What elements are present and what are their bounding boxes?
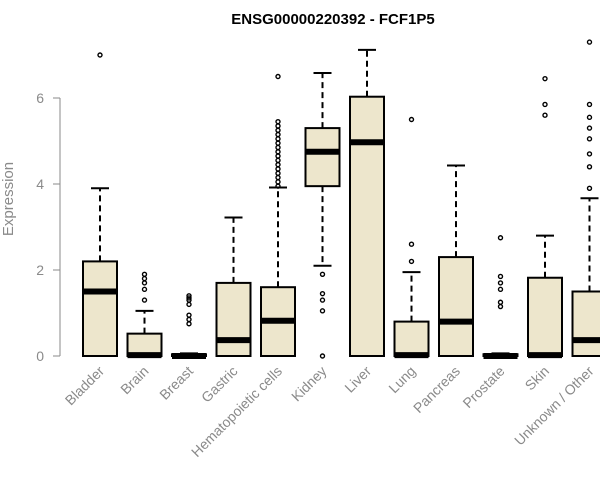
x-tick-label: Brain <box>117 363 151 397</box>
outlier-point <box>586 136 593 142</box>
outlier-point <box>97 52 103 58</box>
outlier-point <box>319 353 326 359</box>
box-rect <box>215 281 252 357</box>
outlier-point <box>542 101 548 108</box>
x-tick-label: Bladder <box>62 363 108 409</box>
outlier-point <box>275 179 281 185</box>
box-kidney <box>304 72 341 359</box>
y-tick-label: 2 <box>36 262 44 278</box>
outlier-point <box>586 125 593 131</box>
box-brain <box>126 271 163 359</box>
outlier-point <box>319 290 326 297</box>
outlier-point <box>141 275 148 282</box>
outlier-point <box>275 170 281 176</box>
outlier-point <box>186 321 192 327</box>
box-lung <box>393 116 430 359</box>
outlier-point <box>275 136 281 142</box>
box-prostate <box>482 235 519 359</box>
x-tick-label: Pancreas <box>410 363 463 416</box>
outlier-point <box>497 286 504 293</box>
outlier-point <box>186 301 192 308</box>
box-rect <box>349 95 385 358</box>
y-tick-label: 6 <box>36 90 44 106</box>
outlier-point <box>586 39 593 45</box>
x-tick-label: Skin <box>522 363 553 394</box>
x-tick-label: Lung <box>385 363 418 396</box>
outlier-point <box>319 297 326 303</box>
outlier-point <box>275 161 281 168</box>
outlier-point <box>497 303 504 310</box>
box-pancreas <box>438 164 474 358</box>
outlier-point <box>319 308 326 314</box>
outlier-point <box>186 295 192 301</box>
outlier-point <box>275 157 281 164</box>
y-tick-label: 0 <box>36 348 44 364</box>
box-hematopoietic-cells <box>260 73 296 358</box>
x-tick-label: Prostate <box>459 363 507 411</box>
outlier-point <box>186 316 192 323</box>
outlier-point <box>141 280 148 286</box>
chart-title: ENSG00000220392 - FCF1P5 <box>231 11 434 28</box>
box-breast <box>171 293 207 359</box>
outlier-point <box>186 312 192 318</box>
outlier-point <box>186 293 192 299</box>
x-tick-label: Kidney <box>288 363 330 405</box>
box-rect <box>82 260 118 357</box>
box-bladder <box>82 52 118 357</box>
outlier-point <box>319 271 326 277</box>
box-unknown-other <box>571 39 600 357</box>
x-tick-label: Unknown / Other <box>511 363 597 449</box>
box-rect <box>527 276 563 357</box>
outlier-point <box>408 116 415 123</box>
outlier-point <box>586 101 593 108</box>
outlier-point <box>497 280 504 286</box>
outlier-point <box>542 112 548 118</box>
outlier-point <box>141 271 148 277</box>
outlier-point <box>542 75 548 82</box>
outlier-point <box>497 273 504 280</box>
outlier-point <box>275 123 281 129</box>
outlier-point <box>275 131 281 138</box>
box-rect <box>304 127 341 188</box>
y-axis-label: Expression <box>0 162 17 236</box>
outlier-point <box>275 174 281 181</box>
outlier-point <box>275 166 281 172</box>
outlier-point <box>275 127 281 133</box>
outlier-point <box>275 149 281 155</box>
box-liver <box>349 48 385 358</box>
box-skin <box>527 75 563 359</box>
x-tick-label: Breast <box>156 363 196 403</box>
x-tick-label: Liver <box>341 363 374 396</box>
outlier-point <box>141 286 148 293</box>
box-rect <box>393 320 430 358</box>
outlier-point <box>408 258 415 265</box>
outlier-point <box>275 140 281 146</box>
outlier-point <box>141 297 148 303</box>
boxes-group <box>82 39 600 359</box>
outlier-point <box>586 164 593 170</box>
y-axis: 0 2 4 6 <box>36 90 61 364</box>
y-tick-label: 4 <box>36 176 44 192</box>
x-tick-label: Gastric <box>198 363 241 406</box>
outlier-point <box>275 183 281 189</box>
outlier-point <box>408 241 415 247</box>
outlier-point <box>275 153 281 159</box>
box-rect <box>571 290 600 357</box>
outlier-point <box>497 235 504 241</box>
outlier-point <box>275 118 281 125</box>
box-rect <box>438 256 474 358</box>
outlier-point <box>586 185 593 192</box>
outlier-point <box>497 299 504 305</box>
outlier-point <box>275 144 281 151</box>
box-gastric <box>215 216 252 357</box>
outlier-point <box>275 73 281 80</box>
outlier-point <box>586 151 593 157</box>
outlier-point <box>586 114 593 121</box>
